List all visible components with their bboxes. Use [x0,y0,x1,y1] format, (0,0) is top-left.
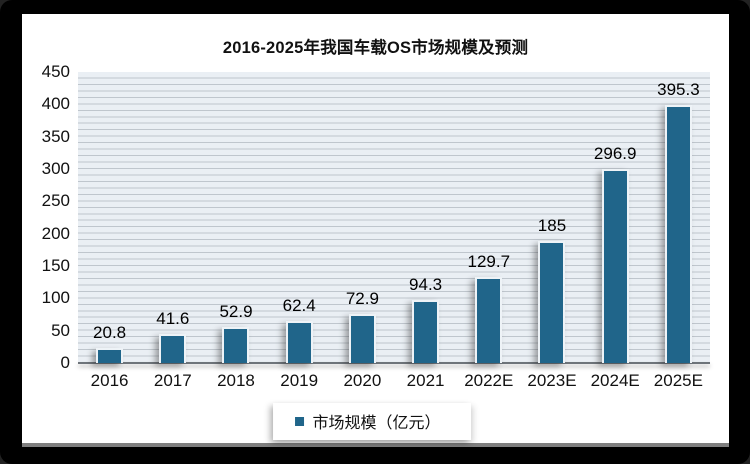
bar-slot: 129.7 [457,72,520,363]
x-tick-label: 2019 [280,371,319,390]
y-tick-label: 250 [41,191,70,211]
bar-2022E [475,277,503,363]
plot-area: 20.8 41.6 52.9 62.4 72.9 94.3 129.7 185 296.9 395… [78,72,710,364]
bar-2016 [96,347,124,363]
chart-title: 2016-2025年我国车载OS市场规模及预测 [222,39,529,57]
y-tick-label: 350 [41,126,70,146]
bar-value-label: 62.4 [282,295,316,315]
chart-card: 2016-2025年我国车载OS市场规模及预测 20.8 41.6 52.9 62.4… [22,14,729,447]
bar-slot: 41.6 [141,72,204,363]
bar-value-label: 41.6 [156,309,190,329]
bar-value-label: 296.9 [593,144,637,164]
bar-2025E [664,105,692,363]
bar-value-label: 185 [537,216,567,236]
y-tick-label: 300 [41,159,70,178]
bar-slot: 72.9 [331,72,394,363]
bar-2020 [348,313,376,363]
bar-slot: 52.9 [204,72,267,363]
y-tick-label: 400 [41,94,70,114]
y-tick-label: 50 [51,320,70,340]
x-tick-label: 2020 [343,371,382,390]
x-tick-label: 2016 [90,371,129,390]
legend-label: 市场规模（亿元） [312,415,441,432]
bar-value-label: 129.7 [467,252,511,272]
y-tick-label: 150 [41,256,70,275]
legend: 市场规模（亿元） [272,403,471,440]
bar-2018 [222,326,250,363]
bar-2023E [538,241,566,363]
x-tick-label: 2017 [153,371,192,390]
legend-marker-square-icon [294,416,304,426]
bar-2017 [159,334,187,363]
bar-slot: 296.9 [584,72,647,363]
bar-value-label: 72.9 [345,288,379,308]
y-tick-label: 100 [41,288,70,308]
x-tick-label: 2024E [590,371,640,390]
bar-slot: 62.4 [268,72,331,363]
bar-2024E [601,169,629,363]
x-tick-label: 2023E [527,371,577,390]
bar-2021 [412,300,440,363]
x-tick-label: 2022E [464,371,514,390]
bar-value-label: 20.8 [93,322,127,342]
bar-value-label: 395.3 [657,80,700,100]
bar-slot: 185 [520,72,583,363]
bar-2019 [285,320,313,363]
bar-slot: 94.3 [394,72,457,363]
y-tick-label: 450 [41,62,70,81]
x-tick-label: 2021 [406,371,445,390]
bar-slot: 395.3 [647,72,710,363]
bar-value-label: 94.3 [409,275,443,295]
y-tick-label: 200 [41,223,70,243]
bar-slot: 20.8 [78,72,141,363]
x-tick-label: 2018 [217,371,255,390]
bar-value-label: 52.9 [219,301,253,321]
x-axis-line [78,362,710,364]
y-tick-label: 0 [60,353,70,372]
x-tick-label: 2025E [653,371,703,390]
